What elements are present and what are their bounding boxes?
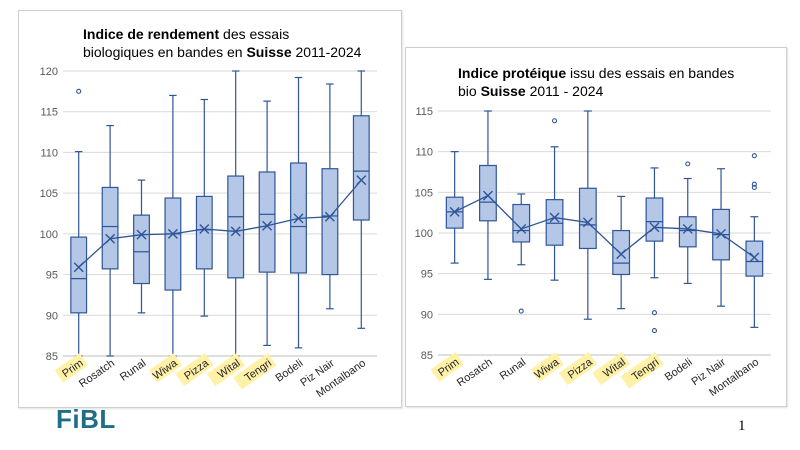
box [227, 175, 245, 279]
y-tick-label: 90 [46, 310, 58, 322]
x-tick-label: Runal [118, 357, 148, 383]
box [258, 171, 276, 273]
mean-marker [616, 249, 627, 260]
box [678, 216, 697, 248]
chart-title: Indice protéique issu des essais en band… [458, 65, 735, 99]
box [195, 195, 213, 270]
box [578, 187, 597, 250]
label-highlight [206, 353, 246, 387]
label-highlight [530, 352, 564, 382]
y-tick-label: 100 [40, 229, 58, 241]
box [745, 240, 764, 277]
mean-marker [324, 211, 335, 222]
label-highlight [233, 353, 277, 390]
mean-marker [516, 223, 527, 234]
outlier-point [552, 118, 558, 124]
x-tick-label-group: Wiwa [530, 352, 564, 382]
page-number: 1 [738, 418, 746, 434]
mean-marker [199, 223, 210, 234]
mean-marker [262, 220, 273, 231]
yield-index-panel: Indice de rendement des essais biologique… [18, 10, 402, 408]
box [321, 168, 339, 276]
y-tick-label: 90 [421, 309, 433, 321]
outlier-point [651, 328, 657, 334]
mean-marker [293, 213, 304, 224]
mean-marker [230, 226, 241, 237]
x-tick-label-group: Runal [498, 356, 528, 382]
chart-title: Indice de rendement des essais biologique… [83, 26, 362, 60]
mean-marker [749, 252, 760, 263]
x-tick-label-group: Runal [118, 357, 148, 383]
label-highlight [175, 353, 214, 387]
y-tick-label: 105 [415, 187, 433, 199]
mean-marker [549, 212, 560, 223]
mean-line [78, 179, 362, 268]
box [645, 197, 664, 242]
label-highlight [430, 352, 464, 382]
y-tick-label: 95 [46, 270, 58, 282]
box [70, 236, 88, 314]
outlier-point [685, 161, 691, 167]
label-highlight [592, 352, 631, 386]
box [352, 115, 370, 221]
mean-marker [649, 222, 660, 233]
y-tick-label: 85 [46, 351, 58, 363]
label-highlight [148, 353, 183, 383]
mean-marker [73, 262, 84, 273]
outlier-point [76, 88, 82, 94]
mean-marker [682, 223, 693, 234]
y-tick-label: 95 [421, 269, 433, 281]
mean-marker [105, 233, 116, 244]
mean-marker [167, 228, 178, 239]
outlier-point [751, 181, 757, 187]
x-tick-label-group: Pizza [558, 352, 598, 386]
mean-marker [716, 228, 727, 239]
box [479, 164, 497, 222]
y-tick-label: 85 [421, 350, 433, 362]
box [133, 214, 150, 285]
box [545, 199, 564, 246]
box [164, 197, 182, 291]
y-tick-label: 100 [415, 228, 433, 240]
protein-index-panel: Indice protéique issu des essais en band… [405, 47, 787, 407]
mean-marker [449, 206, 460, 217]
x-tick-label-group: Tengri [620, 352, 664, 389]
x-tick-label: Runal [498, 356, 528, 382]
mean-line [454, 194, 755, 258]
mean-marker [582, 217, 593, 228]
outlier-point [751, 184, 757, 191]
box [612, 229, 631, 276]
mean-marker [482, 190, 493, 201]
y-tick-label: 105 [40, 188, 58, 200]
y-tick-label: 115 [415, 106, 433, 118]
y-tick-label: 120 [40, 66, 58, 78]
mean-marker [356, 175, 367, 186]
x-tick-label-group: Wiwa [148, 353, 183, 383]
label-highlight [54, 353, 89, 383]
fibl-logo: FiBL [56, 404, 116, 434]
label-highlight [620, 352, 664, 389]
y-tick-label: 110 [40, 147, 58, 159]
y-tick-label: 110 [415, 147, 433, 159]
outlier-point [518, 308, 524, 314]
box [101, 186, 119, 270]
y-tick-label: 115 [40, 107, 58, 119]
x-tick-label-group: Pizza [175, 353, 214, 387]
label-highlight [558, 352, 598, 386]
mean-marker [136, 229, 147, 240]
outlier-point [651, 310, 657, 316]
outlier-point [751, 153, 757, 159]
